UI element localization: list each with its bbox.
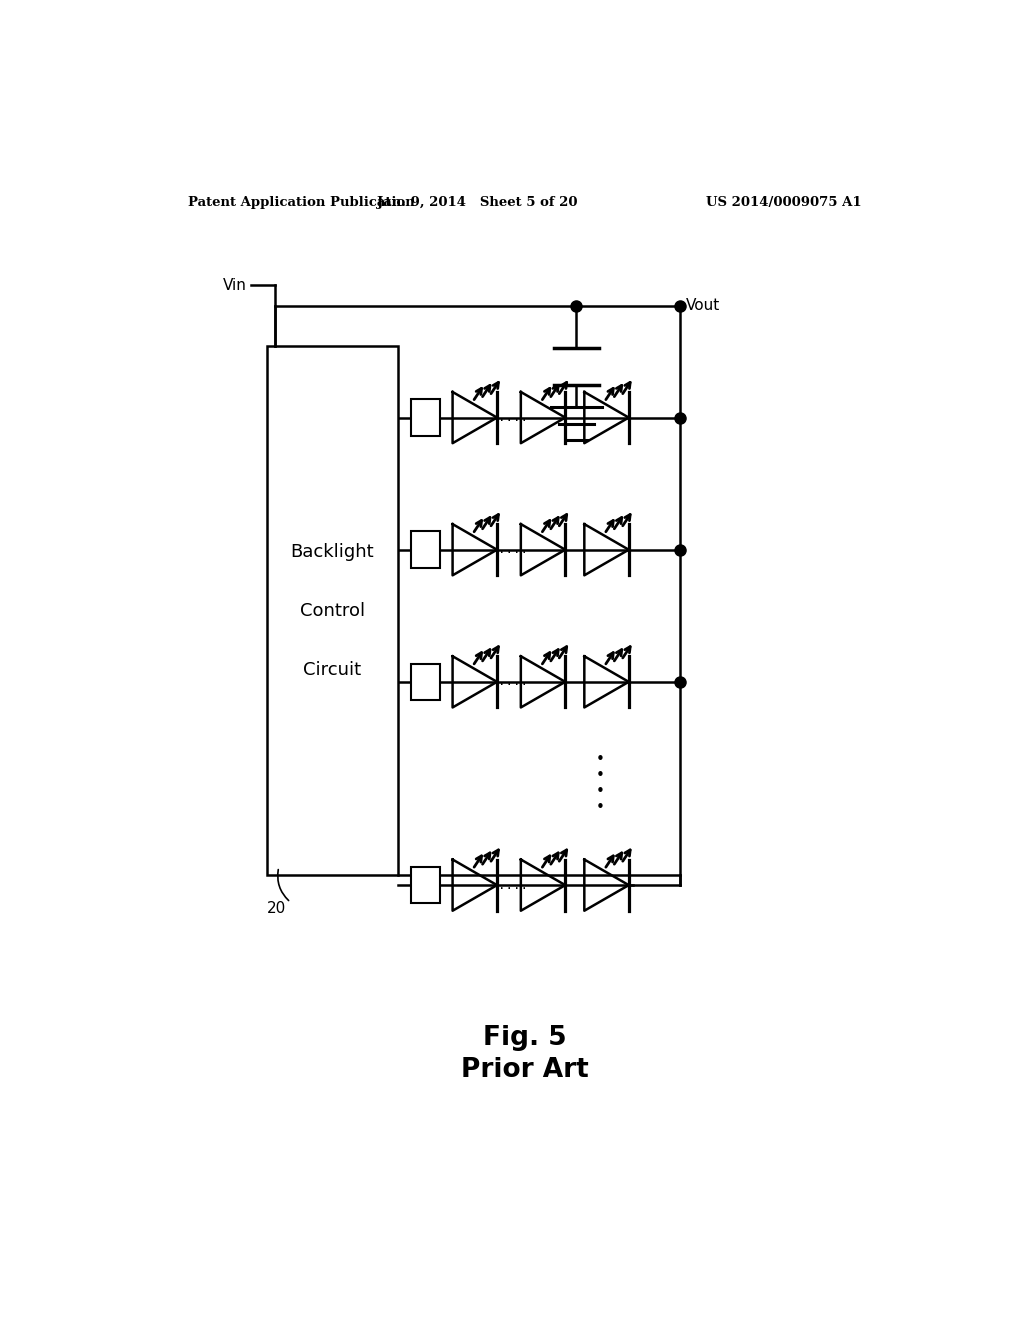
Text: Circuit: Circuit — [303, 660, 361, 678]
Text: ....: .... — [498, 879, 528, 891]
Text: 20: 20 — [267, 902, 286, 916]
Text: Control: Control — [300, 602, 365, 619]
Bar — [267, 346, 397, 875]
Text: Prior Art: Prior Art — [461, 1057, 589, 1084]
Bar — [412, 399, 440, 436]
Bar — [412, 664, 440, 700]
Text: Vin: Vin — [223, 279, 247, 293]
Text: ....: .... — [498, 676, 528, 688]
Text: ....: .... — [498, 411, 528, 424]
Bar — [412, 867, 440, 903]
Text: •
•
•
•: • • • • — [596, 751, 604, 816]
Text: Fig. 5: Fig. 5 — [483, 1024, 566, 1051]
Text: Jan. 9, 2014   Sheet 5 of 20: Jan. 9, 2014 Sheet 5 of 20 — [377, 195, 578, 209]
Text: ....: .... — [498, 544, 528, 556]
Text: Vout: Vout — [686, 298, 720, 313]
Text: Patent Application Publication: Patent Application Publication — [187, 195, 415, 209]
Text: Backlight: Backlight — [291, 543, 374, 561]
Bar — [412, 532, 440, 568]
Text: US 2014/0009075 A1: US 2014/0009075 A1 — [707, 195, 862, 209]
